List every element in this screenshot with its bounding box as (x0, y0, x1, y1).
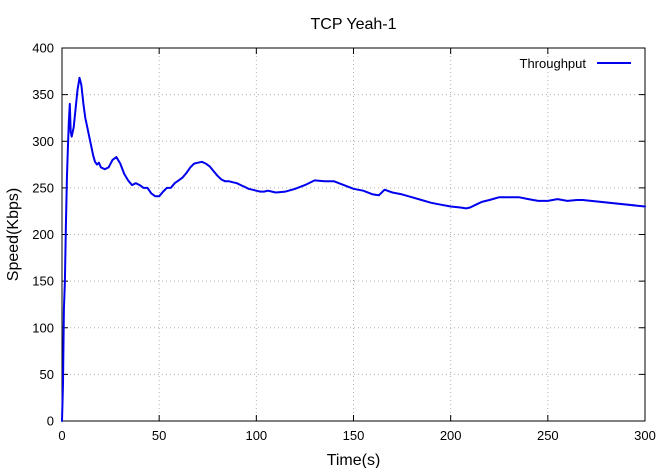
chart-title: TCP Yeah-1 (311, 16, 397, 33)
y-tick-label: 250 (32, 180, 54, 195)
x-axis-label: Time(s) (327, 452, 381, 468)
legend: Throughput (520, 56, 631, 71)
x-tick-label: 0 (58, 428, 65, 443)
x-tick-label: 100 (245, 428, 267, 443)
y-tick-label: 100 (32, 320, 54, 335)
y-tick-label: 350 (32, 87, 54, 102)
y-axis-ticks: 0 50 100 150 200 250 300 350 400 (32, 41, 645, 429)
plot-frame (61, 47, 646, 422)
x-axis-ticks: 0 50 100 150 200 250 300 (58, 48, 656, 443)
y-tick-label: 0 (47, 414, 54, 429)
x-tick-label: 50 (152, 428, 166, 443)
legend-entry-throughput: Throughput (520, 56, 587, 71)
y-tick-label: 400 (32, 41, 54, 56)
y-tick-label: 50 (40, 367, 54, 382)
series-line-throughput (61, 76, 646, 422)
series-layer (61, 76, 646, 422)
y-axis-label: Speed(Kbps) (5, 188, 22, 281)
x-tick-label: 200 (440, 428, 462, 443)
x-tick-label: 150 (343, 428, 365, 443)
y-tick-label: 300 (32, 134, 54, 149)
y-tick-label: 200 (32, 227, 54, 242)
y-tick-label: 150 (32, 274, 54, 289)
gridlines (62, 48, 645, 421)
x-tick-label: 300 (634, 428, 656, 443)
x-tick-label: 250 (537, 428, 559, 443)
